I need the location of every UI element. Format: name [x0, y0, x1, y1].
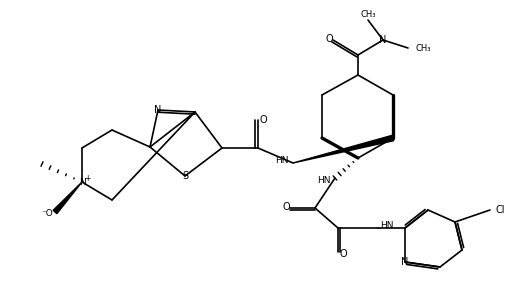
Text: N: N — [79, 178, 85, 186]
Text: HN: HN — [380, 221, 394, 230]
Text: N: N — [379, 35, 387, 45]
Text: HN: HN — [318, 176, 331, 185]
Text: S: S — [182, 171, 188, 181]
Text: O: O — [259, 115, 267, 125]
Text: ⁻O: ⁻O — [41, 210, 53, 218]
Text: O: O — [282, 202, 290, 212]
Text: +: + — [84, 173, 90, 183]
Text: HN: HN — [276, 156, 289, 165]
Text: N: N — [401, 257, 409, 267]
Text: CH₃: CH₃ — [360, 10, 376, 19]
Text: O: O — [325, 34, 333, 44]
Polygon shape — [293, 135, 394, 163]
Text: N: N — [154, 105, 162, 115]
Polygon shape — [53, 182, 82, 214]
Text: CH₃: CH₃ — [416, 44, 431, 53]
Text: O: O — [339, 249, 347, 259]
Text: Cl: Cl — [496, 205, 506, 215]
